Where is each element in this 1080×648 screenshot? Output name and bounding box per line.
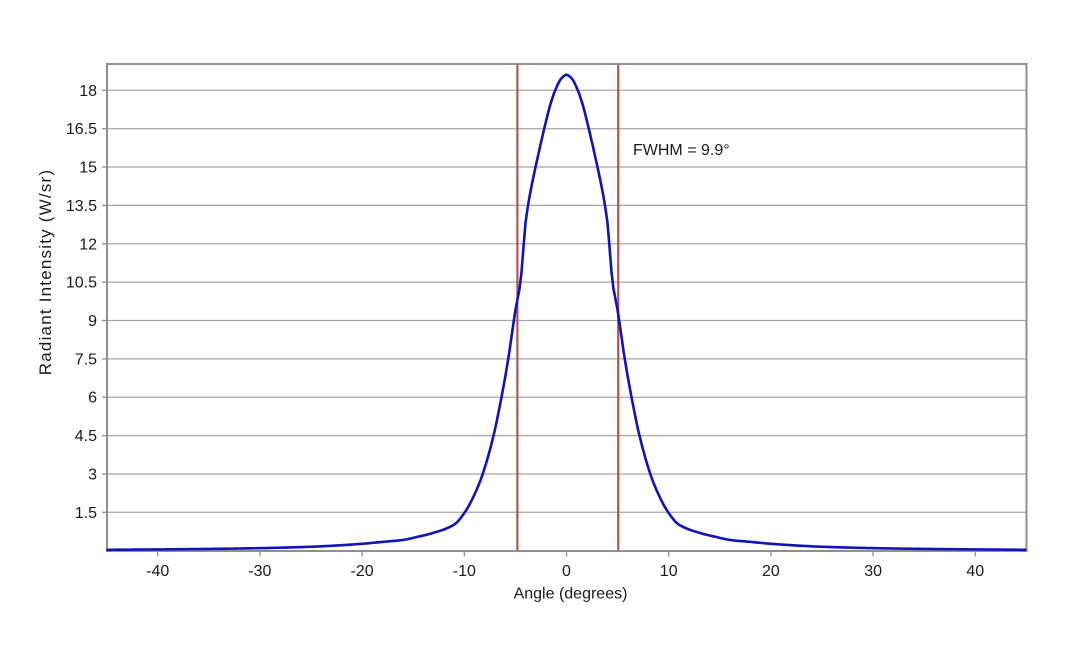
svg-text:6: 6 xyxy=(88,390,97,407)
svg-text:-30: -30 xyxy=(248,563,271,580)
svg-text:18: 18 xyxy=(79,83,97,100)
svg-text:FWHM = 9.9°: FWHM = 9.9° xyxy=(633,142,730,159)
svg-text:13.5: 13.5 xyxy=(66,198,97,215)
svg-text:40: 40 xyxy=(966,563,984,580)
svg-text:-20: -20 xyxy=(351,563,374,580)
svg-text:-40: -40 xyxy=(146,563,169,580)
svg-text:1.5: 1.5 xyxy=(75,505,97,522)
svg-text:-10: -10 xyxy=(453,563,476,580)
svg-text:9: 9 xyxy=(88,313,97,330)
svg-text:3: 3 xyxy=(88,467,97,484)
svg-text:0: 0 xyxy=(562,563,571,580)
svg-text:20: 20 xyxy=(762,563,780,580)
svg-text:7.5: 7.5 xyxy=(75,351,97,368)
svg-text:4.5: 4.5 xyxy=(75,428,97,445)
svg-text:Angle (degrees): Angle (degrees) xyxy=(514,585,628,602)
svg-text:10: 10 xyxy=(660,563,678,580)
svg-text:16.5: 16.5 xyxy=(66,121,97,138)
svg-text:Radiant Intensity (W/sr): Radiant Intensity (W/sr) xyxy=(36,169,55,375)
svg-text:12: 12 xyxy=(79,236,97,253)
svg-text:10.5: 10.5 xyxy=(66,275,97,292)
svg-text:30: 30 xyxy=(864,563,882,580)
svg-text:15: 15 xyxy=(79,160,97,177)
